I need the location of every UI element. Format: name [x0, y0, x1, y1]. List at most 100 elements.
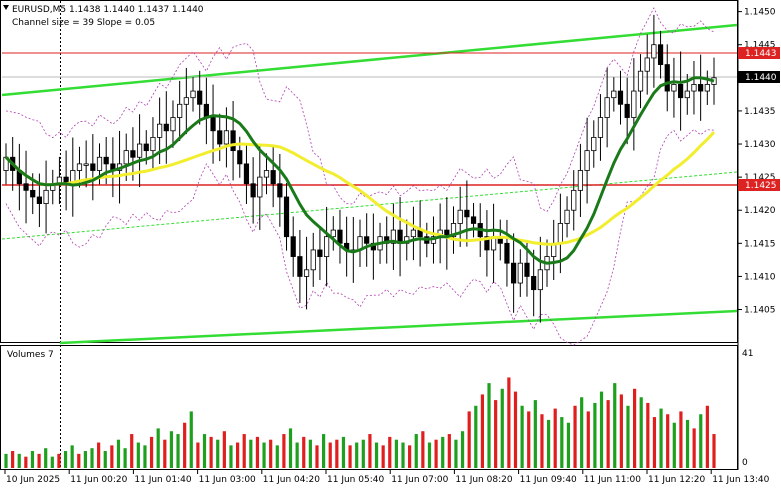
- candle-body: [517, 262, 523, 284]
- collapse-arrow-icon[interactable]: [3, 5, 9, 10]
- candle-body: [644, 57, 650, 72]
- candle-body: [330, 229, 336, 238]
- volume-bar: [546, 419, 551, 468]
- volume-bar: [328, 442, 332, 468]
- volume-bar: [163, 439, 167, 468]
- candle-body: [671, 84, 677, 92]
- svg-text:1.1440: 1.1440: [745, 73, 777, 83]
- time-tick-label: 11 Jun 12:20: [648, 475, 705, 485]
- volume-bar: [652, 417, 657, 468]
- volume-bar: [500, 388, 504, 468]
- candle-body: [250, 183, 256, 198]
- time-tick-label: 11 Jun 09:40: [520, 475, 577, 485]
- candle-body: [210, 117, 216, 132]
- volumes-scale-min: 0: [742, 458, 748, 468]
- candle-body: [637, 70, 644, 92]
- volume-bar: [44, 448, 48, 468]
- candle-body: [243, 163, 250, 185]
- volume-bar: [57, 453, 61, 468]
- price-tick-label: 1.1450: [744, 8, 776, 18]
- candle-body: [183, 97, 189, 105]
- volume-bar: [520, 405, 524, 468]
- candle-body: [651, 44, 657, 59]
- candle-body: [90, 163, 96, 171]
- volume-bars: [4, 377, 716, 468]
- volume-bar: [388, 436, 392, 468]
- candle-body: [163, 123, 169, 132]
- volume-bar: [348, 445, 352, 468]
- candle-body: [450, 223, 457, 238]
- indicator-line: Channel size = 39 Slope = 0.05: [12, 18, 155, 28]
- price-tick-label: 1.1435: [744, 107, 776, 117]
- candle-body: [410, 229, 417, 238]
- candle-body: [631, 90, 637, 118]
- candle-body: [317, 249, 323, 257]
- candle-body: [283, 196, 290, 238]
- volume-bar: [427, 442, 432, 468]
- candle-body: [237, 150, 243, 165]
- candle-body: [36, 196, 42, 204]
- candle-body: [157, 123, 163, 138]
- volume-bar: [619, 394, 623, 468]
- volume-bar: [593, 402, 597, 468]
- candle-body: [310, 249, 316, 271]
- candle-body: [390, 229, 396, 244]
- volume-bar: [626, 405, 630, 468]
- volume-bar: [447, 434, 451, 468]
- volume-bar: [566, 422, 571, 468]
- volume-bar: [50, 456, 54, 468]
- candle-body: [511, 262, 517, 284]
- main-pane-frame: [0, 0, 738, 343]
- volume-bar: [361, 439, 365, 468]
- candle-body: [23, 183, 29, 191]
- volume-bar: [573, 405, 577, 468]
- volume-bar: [103, 451, 107, 468]
- candle-body: [324, 236, 330, 257]
- ma-slow-line: [4, 131, 716, 246]
- volume-bar: [599, 391, 604, 468]
- candle-body: [664, 64, 670, 92]
- candle-body: [557, 223, 563, 244]
- candle-body: [704, 84, 710, 92]
- volume-bar: [308, 439, 312, 468]
- volume-bar: [209, 436, 213, 468]
- volume-bar: [639, 397, 643, 468]
- volume-bar: [474, 405, 478, 468]
- volume-bar: [70, 445, 74, 468]
- volume-bar: [242, 434, 246, 468]
- volume-bar: [202, 434, 207, 468]
- time-tick-label: 11 Jun 07:00: [391, 475, 448, 485]
- candle-body: [617, 90, 624, 105]
- candle-body: [591, 136, 597, 152]
- volume-bar: [467, 411, 471, 468]
- price-tick-label: 1.1415: [744, 239, 776, 249]
- price-tick-label: 1.1410: [744, 272, 776, 282]
- volume-bar: [580, 397, 584, 468]
- candle-body: [130, 150, 136, 158]
- channel-lower-line: [59, 309, 738, 345]
- price-tick-label: 1.1420: [744, 206, 776, 216]
- candle-body: [464, 209, 470, 218]
- volume-bar: [540, 414, 544, 468]
- volume-bar: [222, 431, 226, 468]
- candle-body: [364, 236, 370, 244]
- moving-averages: [4, 76, 716, 265]
- candle-body: [470, 216, 477, 224]
- candle-body: [136, 143, 143, 158]
- volume-bar: [685, 419, 690, 468]
- symbol-line: EURUSD,M5 1.1438 1.1440 1.1437 1.1440: [12, 5, 204, 15]
- candle-body: [103, 156, 109, 165]
- candle-body: [684, 90, 690, 99]
- candle-body: [270, 170, 276, 185]
- volume-bar: [295, 442, 299, 468]
- volume-bar: [460, 431, 465, 468]
- volume-bar: [679, 411, 683, 468]
- candle-body: [524, 262, 530, 277]
- volume-bar: [355, 442, 359, 468]
- volume-bar: [176, 434, 180, 468]
- candle-body: [30, 189, 36, 198]
- price-tick-label: 1.1430: [744, 140, 776, 150]
- volume-bar: [487, 383, 491, 468]
